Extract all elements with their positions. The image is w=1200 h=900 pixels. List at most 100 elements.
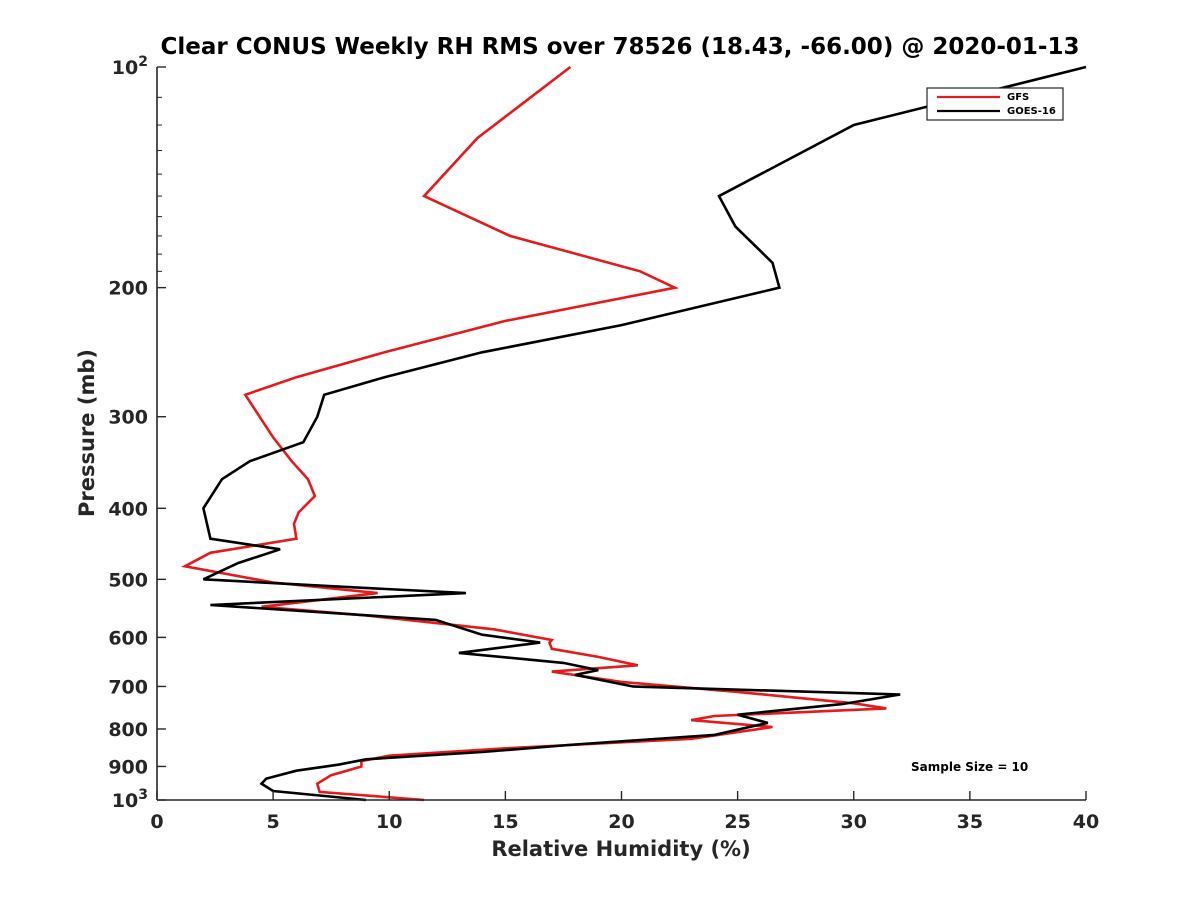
data-point-goes-16-36 [481, 751, 483, 753]
data-point-gfs-20 [376, 592, 378, 594]
data-point-gfs-36 [771, 726, 773, 728]
data-point-goes-16-27 [597, 669, 599, 671]
data-point-goes-16-26 [562, 662, 564, 664]
data-point-goes-16-0 [1085, 66, 1087, 68]
data-point-gfs-43 [316, 783, 318, 785]
y-tick-label-800: 800 [108, 719, 148, 741]
data-point-gfs-5 [674, 287, 676, 289]
y-tick-label-600: 600 [108, 627, 148, 649]
x-tick-label-5: 5 [267, 811, 280, 833]
data-point-gfs-27 [597, 656, 599, 658]
data-point-goes-16-23 [481, 634, 483, 636]
data-point-gfs-44 [318, 791, 320, 793]
data-point-gfs-26 [551, 648, 553, 650]
data-point-goes-16-4 [771, 262, 773, 264]
y-tick-label-900: 900 [108, 756, 148, 778]
data-point-goes-16-30 [899, 693, 901, 695]
data-point-goes-16-21 [209, 604, 211, 606]
chart-title: Clear CONUS Weekly RH RMS over 78526 (18… [161, 34, 1080, 60]
data-point-gfs-15 [293, 523, 295, 525]
data-point-goes-16-3 [734, 225, 736, 227]
data-point-goes-16-13 [221, 478, 223, 480]
data-point-gfs-10 [272, 436, 274, 438]
plot-area: 0 5 10 15 20 25 30 35 40 102 200 300 400 500 600 700 800… [108, 54, 1099, 833]
data-point-goes-16-5 [778, 287, 780, 289]
data-point-gfs-25 [548, 641, 550, 643]
data-point-goes-16-31 [841, 703, 843, 705]
data-point-goes-16-24 [539, 641, 541, 643]
data-point-gfs-31 [736, 691, 738, 693]
data-point-goes-16-14 [202, 507, 204, 509]
data-point-gfs-1 [476, 137, 478, 139]
data-point-gfs-35 [690, 719, 692, 721]
x-tick-label-20: 20 [608, 811, 634, 833]
data-point-goes-16-17 [237, 562, 239, 564]
legend-box [926, 87, 1064, 121]
data-point-goes-16-7 [481, 351, 483, 353]
data-point-gfs-14 [298, 511, 300, 513]
data-point-gfs-18 [184, 565, 186, 567]
data-point-goes-16-37 [365, 758, 367, 760]
data-point-gfs-13 [314, 495, 316, 497]
ticks-layer: 0 5 10 15 20 25 30 35 40 102 200 300 400 500 600 700 800… [108, 54, 1099, 833]
data-point-goes-16-33 [767, 722, 769, 724]
data-point-goes-16-1 [853, 124, 855, 126]
data-point-gfs-11 [291, 460, 293, 462]
data-point-goes-16-16 [279, 548, 281, 550]
y-tick-label-300: 300 [108, 407, 148, 429]
series-layer [180, 65, 1087, 802]
sample-size-annotation: Sample Size = 10 [911, 760, 1028, 774]
data-point-goes-16-38 [337, 764, 339, 766]
x-tick-label-15: 15 [492, 811, 518, 833]
data-point-goes-16-22 [435, 619, 437, 621]
data-point-gfs-7 [383, 351, 385, 353]
y-tick-label-400: 400 [108, 498, 148, 520]
data-point-goes-16-15 [209, 538, 211, 540]
x-tick-label-25: 25 [724, 811, 750, 833]
data-point-gfs-17 [209, 552, 211, 554]
data-point-gfs-42 [330, 774, 332, 776]
data-point-gfs-2 [423, 195, 425, 197]
data-point-goes-16-10 [316, 416, 318, 418]
data-point-goes-16-32 [736, 714, 738, 716]
y-tick-label-100: 102 [112, 54, 148, 79]
data-point-gfs-4 [639, 270, 641, 272]
data-point-gfs-12 [307, 478, 309, 480]
data-point-gfs-16 [295, 538, 297, 540]
data-point-gfs-41 [360, 765, 362, 767]
data-point-goes-16-9 [323, 394, 325, 396]
data-point-goes-16-39 [295, 770, 297, 772]
legend: GFS GOES-16 [926, 87, 1064, 121]
x-tick-label-30: 30 [841, 811, 867, 833]
y-tick-label-1000: 103 [112, 787, 148, 812]
data-point-gfs-34 [713, 715, 715, 717]
data-point-gfs-28 [637, 664, 639, 666]
y-axis-label: Pressure (mb) [75, 349, 99, 517]
data-point-goes-16-29 [632, 685, 634, 687]
data-point-goes-16-25 [458, 652, 460, 654]
data-point-goes-16-2 [718, 195, 720, 197]
data-point-gfs-8 [295, 376, 297, 378]
data-point-gfs-29 [551, 670, 553, 672]
legend-label-gfs: GFS [1007, 92, 1029, 103]
data-point-goes-16-8 [383, 376, 385, 378]
data-point-goes-16-34 [713, 734, 715, 736]
data-point-gfs-9 [244, 394, 246, 396]
data-point-goes-16-12 [249, 460, 251, 462]
y-tick-label-700: 700 [108, 676, 148, 698]
data-point-goes-16-40 [265, 777, 267, 779]
x-tick-label-40: 40 [1073, 811, 1099, 833]
data-point-gfs-0 [569, 66, 571, 68]
data-point-goes-16-35 [574, 743, 576, 745]
data-point-goes-16-19 [318, 584, 320, 586]
y-tick-label-200: 200 [108, 278, 148, 300]
x-tick-label-10: 10 [376, 811, 402, 833]
data-point-gfs-37 [690, 738, 692, 740]
data-point-goes-16-20 [465, 592, 467, 594]
data-point-gfs-24 [551, 639, 553, 641]
x-tick-label-0: 0 [150, 811, 163, 833]
series-line-goes-16 [202, 65, 1087, 802]
data-point-gfs-23 [493, 628, 495, 630]
y-tick-label-500: 500 [108, 569, 148, 591]
